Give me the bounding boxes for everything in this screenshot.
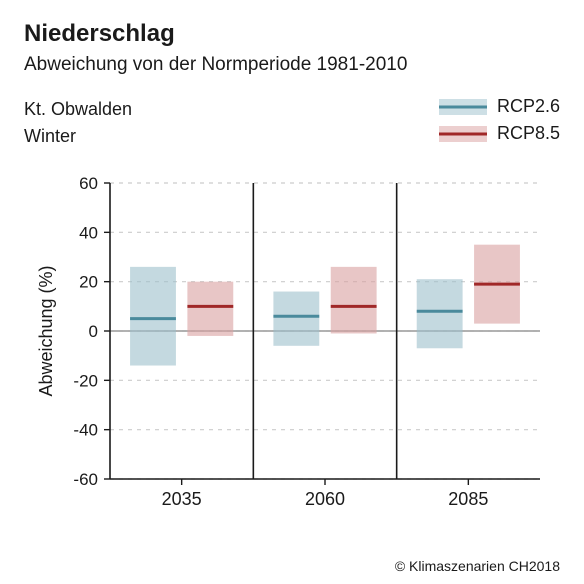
svg-text:-60: -60 [73, 470, 98, 489]
svg-text:-20: -20 [73, 371, 98, 390]
svg-text:60: 60 [79, 175, 98, 193]
svg-text:20: 20 [79, 273, 98, 292]
svg-text:Abweichung (%): Abweichung (%) [36, 265, 56, 396]
season-label: Winter [24, 123, 132, 150]
credit: © Klimaszenarien CH2018 [395, 558, 560, 574]
legend-swatch-rcp26 [439, 99, 487, 115]
legend-label-rcp85: RCP8.5 [497, 123, 560, 144]
svg-text:0: 0 [89, 322, 98, 341]
legend-item-rcp85: RCP8.5 [439, 123, 560, 144]
page-subtitle: Abweichung von der Normperiode 1981-2010 [24, 54, 560, 76]
region-label: Kt. Obwalden [24, 96, 132, 123]
meta-left: Kt. Obwalden Winter [24, 96, 132, 150]
legend: RCP2.6 RCP8.5 [439, 96, 560, 144]
svg-text:-40: -40 [73, 421, 98, 440]
svg-text:2060: 2060 [305, 489, 345, 509]
meta-row: Kt. Obwalden Winter RCP2.6 RCP8.5 [24, 96, 560, 150]
page-title: Niederschlag [24, 20, 560, 48]
svg-text:40: 40 [79, 223, 98, 242]
legend-label-rcp26: RCP2.6 [497, 96, 560, 117]
svg-text:2085: 2085 [448, 489, 488, 509]
svg-text:2035: 2035 [162, 489, 202, 509]
chart: 60 40 20 0 -20 -40 -60 Abweichung (%) 2035 2060 20… [32, 175, 552, 515]
legend-swatch-rcp85 [439, 126, 487, 142]
chart-svg: 60 40 20 0 -20 -40 -60 Abweichung (%) 2035 2060 20… [32, 175, 552, 515]
legend-item-rcp26: RCP2.6 [439, 96, 560, 117]
